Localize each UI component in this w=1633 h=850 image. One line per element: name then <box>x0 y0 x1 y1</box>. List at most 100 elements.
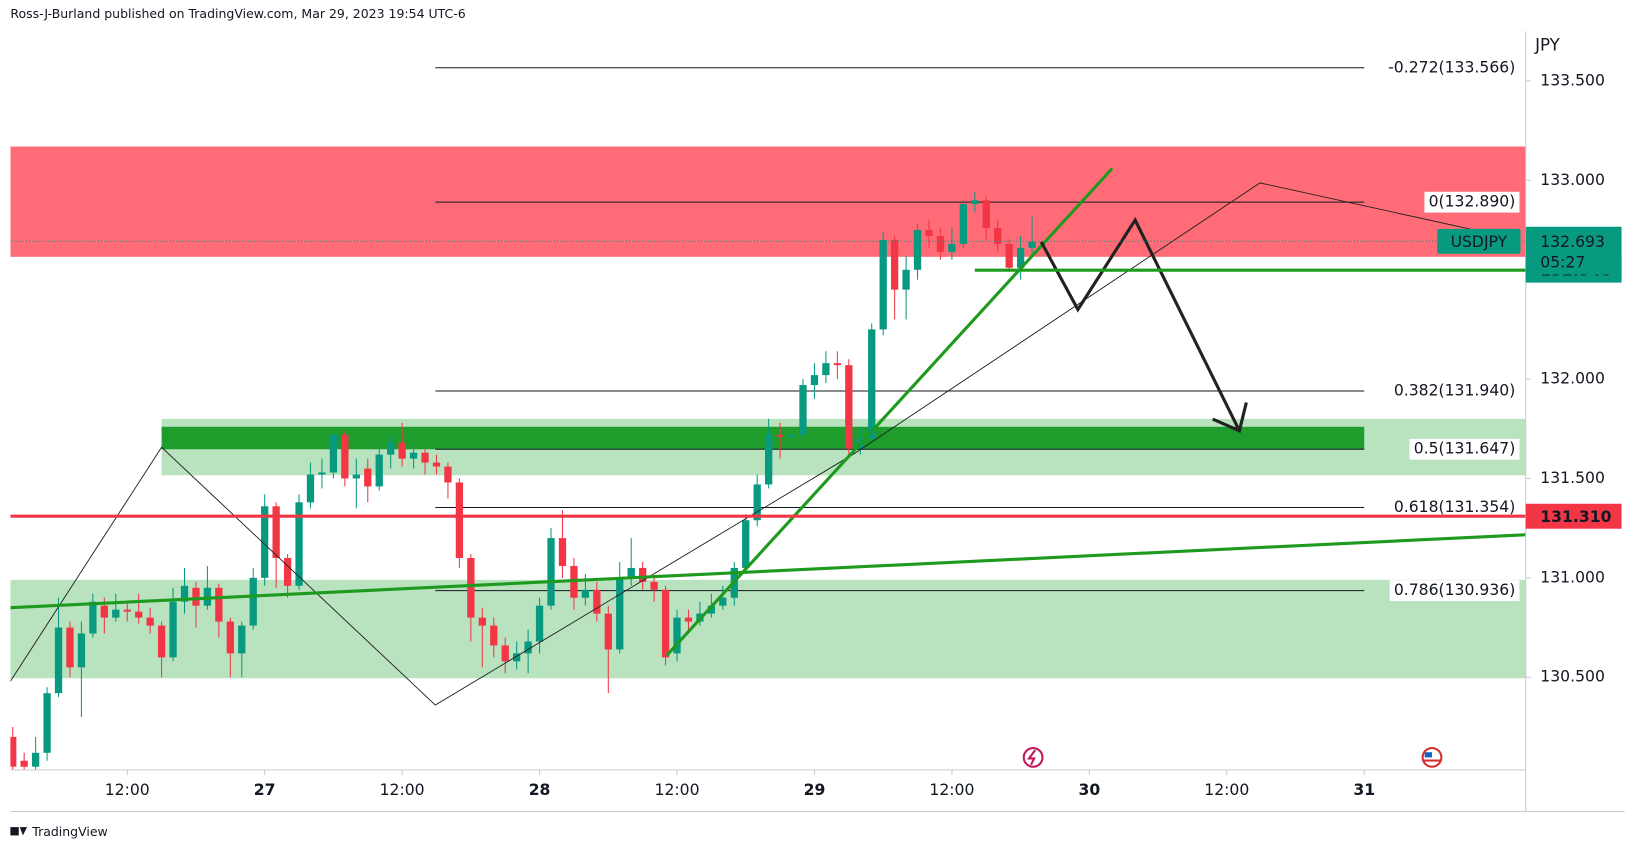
candle-body <box>43 693 51 753</box>
candle-body <box>558 538 567 566</box>
candle-body <box>409 452 418 459</box>
event-icon <box>1022 747 1044 768</box>
zone <box>10 579 1526 679</box>
trend-line <box>10 182 1502 706</box>
fib-label-bg <box>1424 191 1520 213</box>
candle-body <box>398 442 406 459</box>
candle-body <box>650 581 658 590</box>
candle-body <box>707 605 716 614</box>
x-tick-label: 12:00 <box>105 781 150 799</box>
x-tick-label: 28 <box>529 781 551 799</box>
candle-body <box>387 442 395 455</box>
candle-body <box>982 200 990 229</box>
candle-body <box>77 633 86 668</box>
y-tick-label: 131.000 <box>1540 568 1605 586</box>
trend-line <box>1039 216 1241 432</box>
y-tick-label: 131.500 <box>1540 469 1605 487</box>
candle-body <box>948 243 956 252</box>
y-tick-label: 133.500 <box>1540 71 1605 89</box>
x-tick-label: 30 <box>1078 781 1100 799</box>
fib-label: 0.5(131.647) <box>1414 440 1516 458</box>
fib-label: 0.786(130.936) <box>1394 581 1515 599</box>
y-tick-label: 130.500 <box>1540 668 1605 686</box>
candle-body <box>169 601 177 658</box>
candle-body <box>902 269 910 290</box>
x-tick-label: 27 <box>254 781 276 799</box>
candle-body <box>742 520 750 568</box>
candle-body <box>444 466 452 483</box>
candle-body <box>535 605 544 642</box>
fib-label: 0.618(131.354) <box>1394 498 1515 516</box>
x-tick-label: 12:00 <box>1204 781 1249 799</box>
fib-label: -0.272(133.566) <box>1388 58 1515 76</box>
candle-body <box>226 621 234 654</box>
candle-body <box>1016 247 1025 268</box>
publisher: Ross-J-Burland published on TradingView.… <box>10 6 465 21</box>
candle-body <box>146 617 154 626</box>
symbol-badge <box>1437 228 1521 254</box>
candle-body <box>100 605 108 618</box>
candle-body <box>249 577 257 626</box>
candle-body <box>822 363 830 376</box>
candle-body <box>31 752 40 767</box>
candle-body <box>776 434 784 437</box>
candle-body <box>329 434 338 473</box>
candle-body <box>673 617 681 654</box>
candle-body <box>1005 243 1013 268</box>
candle-body <box>375 454 383 487</box>
candle-body <box>890 239 899 290</box>
trend-line <box>665 167 1114 657</box>
candle-body <box>868 329 876 439</box>
candle-body <box>833 363 842 366</box>
fib-label-bg <box>1389 380 1520 402</box>
countdown-label: 05:27 <box>1540 254 1585 272</box>
candle-body <box>272 506 280 558</box>
trend-line <box>10 533 1526 610</box>
candle-body <box>845 365 853 449</box>
candle-body <box>994 228 1002 244</box>
symbol-label: USDJPY <box>1451 233 1508 251</box>
candle-body <box>295 502 303 586</box>
candles <box>10 192 1036 770</box>
fib-label: 0.382(131.940) <box>1394 382 1515 400</box>
x-tick-label: 31 <box>1353 781 1375 799</box>
last-price-label: 132.693 <box>1540 233 1605 251</box>
candle-body <box>341 434 349 479</box>
x-tick-label: 12:00 <box>380 781 425 799</box>
candle-body <box>238 625 246 654</box>
logo <box>10 827 28 836</box>
y-tick-label: 133.000 <box>1540 171 1605 189</box>
candle-body <box>215 587 223 622</box>
candle-body <box>513 653 521 662</box>
candle-body <box>432 462 441 467</box>
candle-body <box>352 474 360 479</box>
candle-body <box>318 472 326 475</box>
candle-body <box>547 538 555 606</box>
candle-body <box>753 484 761 521</box>
candle-body <box>764 434 773 485</box>
candle-body <box>971 200 979 205</box>
candle-body <box>593 589 601 614</box>
candle-body <box>421 452 429 463</box>
axes: 130.500 131.000 131.500 132.000 133.000 133.5… <box>105 71 1622 799</box>
candle-body <box>959 204 968 244</box>
candle-body <box>54 627 63 694</box>
zone <box>161 426 1365 450</box>
x-tick-label: 29 <box>804 781 826 799</box>
x-tick-label: 12:00 <box>655 781 700 799</box>
candle-body <box>261 506 269 578</box>
candle-body <box>1028 241 1036 248</box>
candle-body <box>616 577 624 650</box>
fib-label-bg <box>1389 580 1520 601</box>
candle-body <box>925 229 933 236</box>
candle-body <box>799 385 807 435</box>
last-price-badge <box>1525 226 1622 275</box>
candle-body <box>135 611 143 618</box>
x-tick-label: 12:00 <box>929 781 974 799</box>
brand: TradingView <box>31 824 107 839</box>
candle-body <box>10 736 17 767</box>
price-badge <box>1525 503 1622 529</box>
candle-body <box>66 627 74 668</box>
fib-levels: -0.272(133.566) 0(132.890) 0.382(131.940) 0… <box>435 57 1520 601</box>
